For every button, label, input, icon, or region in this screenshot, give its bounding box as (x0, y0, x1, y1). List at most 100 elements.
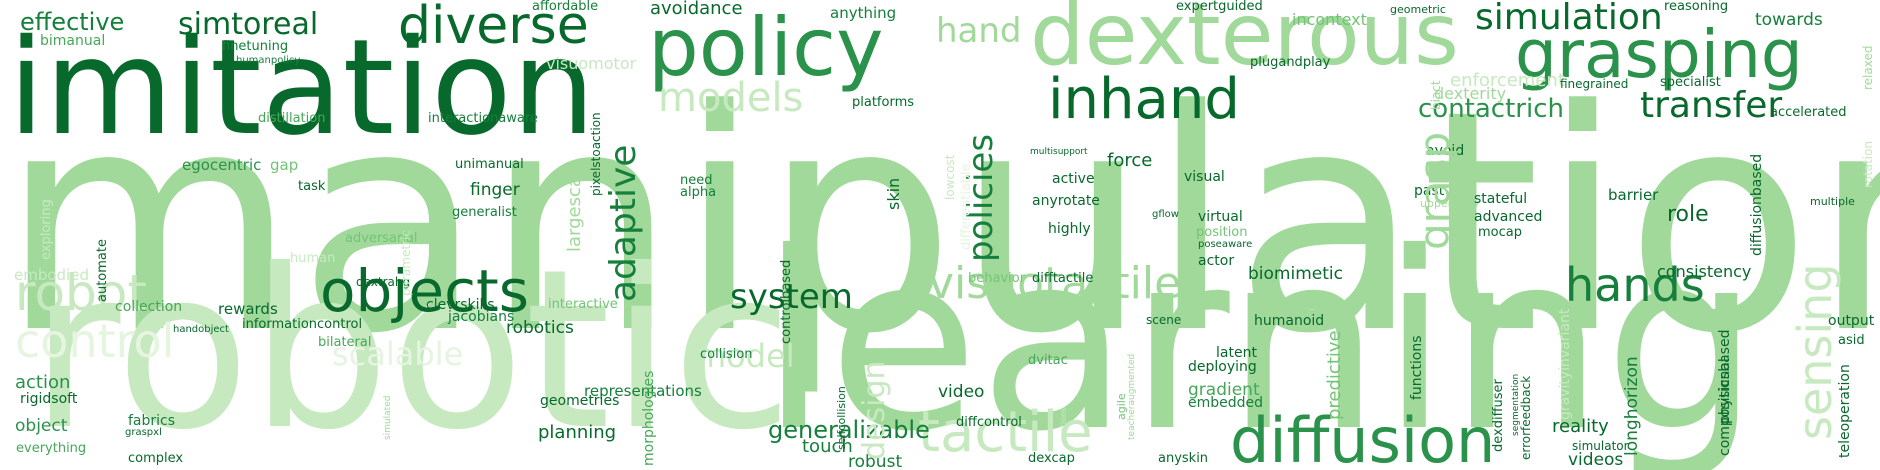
word-morphologies: morphologies (641, 370, 657, 466)
word-rotation: rotation (1861, 140, 1875, 188)
word-barrier: barrier (1608, 186, 1659, 204)
word-reasoning: reasoning (1664, 0, 1729, 14)
word-model: model (695, 337, 795, 375)
word-complex: complex (128, 451, 184, 466)
word-interactionaware: interactionaware (428, 111, 538, 126)
word-finetuning: finetuning (222, 39, 289, 54)
word-scalable: scalable (332, 335, 464, 373)
word-difftactile: difftactile (1032, 271, 1094, 286)
word-grasping: grasping (1515, 16, 1803, 93)
word-towards: towards (1755, 10, 1823, 30)
word-sensing: sensing (1788, 263, 1842, 440)
word-diffusion: diffusion (1230, 404, 1496, 470)
word-simulated: simulated (383, 395, 393, 440)
word-models: models (658, 75, 804, 121)
word-rigidsoft: rigidsoft (20, 391, 78, 407)
word-manipulation: manipulation (0, 45, 1880, 400)
word-anyskin: anyskin (1158, 451, 1209, 466)
word-finger: finger (470, 180, 520, 200)
word-system: system (730, 277, 853, 317)
word-enforcement: enforcement (1450, 70, 1565, 91)
word-effective: effective (20, 8, 125, 36)
word-predictive: predictive (1324, 330, 1345, 420)
word-biomimetic: biomimetic (1248, 264, 1343, 284)
word-exploring: exploring (39, 199, 54, 260)
word-video: video (938, 382, 985, 402)
word-controlbased: controlbased (779, 259, 794, 344)
word-design: design (857, 360, 892, 460)
word-robotic: robotic (30, 222, 793, 470)
word-gap: gap (270, 156, 299, 174)
word-adaptive: adaptive (603, 144, 644, 302)
word-compositional: compositional (1717, 358, 1733, 456)
word-visuotactile: visuotactile (928, 258, 1182, 309)
word-incontext: incontext (1292, 10, 1367, 29)
word-embodied: embodied (14, 266, 89, 284)
word-asid: asid (1838, 333, 1865, 348)
word-hands: hands (1565, 258, 1705, 312)
word-fabrics: fabrics (128, 413, 176, 429)
word-alpha: alpha (680, 185, 717, 200)
word-output: output (1828, 313, 1875, 329)
word-inhand: inhand (1048, 67, 1240, 132)
word-handobject: handobject (173, 324, 229, 335)
word-dexterous: dexterous (1030, 0, 1459, 85)
word-latent: latent (1216, 345, 1257, 361)
word-actor: actor (1198, 253, 1235, 269)
word-collection: collection (115, 299, 183, 315)
word-multisupport: multisupport (1030, 147, 1088, 157)
word-embedded: embedded (1188, 395, 1264, 411)
word-differentiable: differentiable (959, 163, 974, 250)
word-teleoperation: teleoperation (1837, 364, 1853, 458)
word-scene: scene (1146, 313, 1182, 327)
word-gradient: gradient (1188, 380, 1260, 400)
word-simulation: simulation (1475, 0, 1663, 38)
word-upperbody: upperbody (1420, 197, 1480, 210)
word-jacobians: jacobians (448, 309, 515, 325)
word-dexdiffuser: dexdiffuser (1491, 379, 1506, 452)
word-finegrained: finegrained (1560, 77, 1629, 91)
word-simtoreal: simtoreal (178, 7, 319, 42)
word-control: control (15, 314, 175, 368)
word-action: action (15, 372, 71, 393)
word-egocentric: egocentric (182, 156, 262, 174)
word-bilateral: bilateral (318, 335, 372, 350)
word-agile: agile (1115, 393, 1128, 420)
word-geometric: geometric (1390, 3, 1446, 16)
word-selfcollision: selfcollision (835, 386, 848, 450)
word-longhorizon: longhorizon (1622, 356, 1642, 456)
word-tactile: tactile (918, 400, 1093, 465)
word-anyrotate: anyrotate (1032, 193, 1100, 209)
word-robust: robust (848, 452, 903, 470)
word-bimanual: bimanual (40, 33, 106, 49)
word-unimanual: unimanual (455, 157, 524, 172)
word-deploying: deploying (1188, 359, 1257, 375)
word-plugandplay: plugandplay (1250, 55, 1331, 70)
word-active: active (1052, 171, 1095, 187)
word-representations: representations (584, 382, 702, 400)
word-simulator: simulator (1572, 439, 1629, 453)
word-informationcontrol: informationcontrol (242, 317, 363, 332)
word-interactive: interactive (548, 297, 618, 312)
word-visuomotor: visuomotor (546, 54, 637, 73)
word-consistency: consistency (1657, 262, 1752, 281)
word-accelerated: accelerated (1770, 105, 1847, 120)
word-mocap: mocap (1478, 225, 1522, 240)
word-dexcap: dexcap (1028, 451, 1075, 466)
word-errorfeedback: errorfeedback (1519, 375, 1533, 460)
word-planning: planning (538, 422, 617, 443)
word-task: task (298, 179, 326, 194)
word-adversarial: adversarial (345, 231, 418, 246)
word-object: object (15, 416, 68, 436)
word-poseaware: poseaware (1198, 239, 1253, 250)
word-everything: everything (16, 441, 87, 456)
word-clevrskills: clevrskills (426, 297, 495, 313)
word-past: past (1414, 183, 1445, 199)
word-distillation: distillation (258, 111, 326, 126)
word-specialist: specialist (1660, 75, 1721, 90)
word-motions: motions (1059, 407, 1068, 440)
word-reality: reality (1552, 416, 1609, 437)
word-robot: robot (15, 264, 147, 322)
word-gravityinvariant: gravityinvariant (1557, 308, 1573, 420)
word-expertguided: expertguided (1176, 0, 1263, 14)
